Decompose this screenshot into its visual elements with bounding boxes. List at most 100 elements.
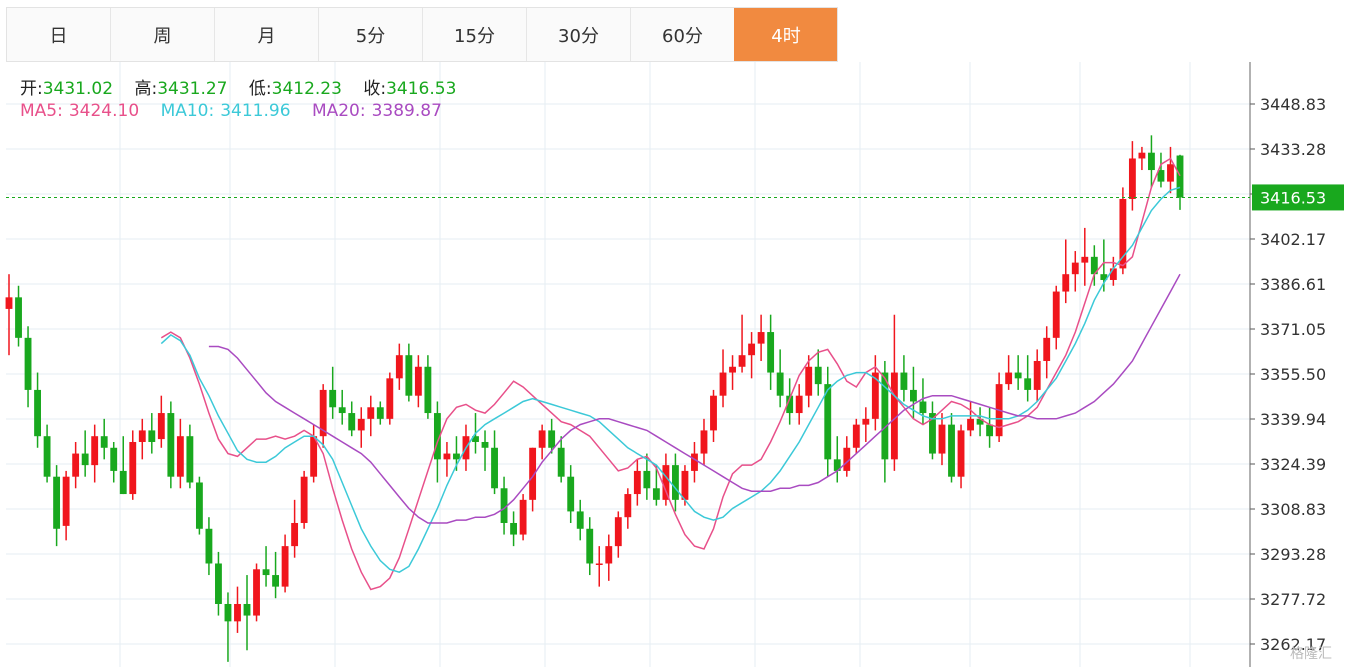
ma-line-ma10 — [160, 186, 1181, 574]
candle-body — [433, 413, 441, 460]
candle-body — [205, 528, 213, 564]
candle-body — [500, 488, 508, 523]
y-tick-label: 3308.83 — [1260, 500, 1326, 519]
candle-body — [15, 297, 22, 338]
candle-body — [843, 447, 851, 471]
tab-30min[interactable]: 30分 — [526, 8, 630, 61]
candle-body — [338, 407, 346, 414]
candle-body — [443, 453, 451, 460]
candle-body — [43, 436, 51, 477]
candle-body — [757, 332, 765, 344]
candle-body — [34, 389, 41, 437]
y-tick-label: 3339.94 — [1260, 410, 1326, 429]
candle-body — [1081, 256, 1089, 263]
candle-body — [862, 418, 870, 425]
candle-body — [633, 470, 641, 495]
tab-5min[interactable]: 5分 — [318, 8, 422, 61]
tab-60min[interactable]: 60分 — [630, 8, 734, 61]
candle-body — [243, 603, 251, 616]
candle-body — [910, 389, 917, 402]
high-label: 高: — [134, 79, 158, 99]
candle-body — [119, 470, 127, 495]
ma5-value: 3424.10 — [68, 101, 140, 121]
candle-body — [643, 470, 651, 489]
candle-body — [53, 476, 61, 529]
candle-body — [1090, 256, 1098, 275]
candle-body — [681, 470, 689, 500]
candle-body — [586, 528, 594, 564]
candle-body — [662, 465, 670, 500]
candle-body — [414, 366, 422, 396]
candle-body — [62, 476, 70, 526]
candle-body — [281, 546, 289, 587]
tab-week[interactable]: 周 — [110, 8, 214, 61]
candle-body — [1138, 152, 1146, 159]
candle-body — [167, 413, 175, 477]
candle-body — [805, 366, 813, 396]
y-tick-label: 3293.28 — [1260, 545, 1326, 564]
y-tick-label: 3277.72 — [1260, 590, 1326, 609]
y-tick-label: 3371.05 — [1260, 320, 1326, 339]
candle-body — [310, 436, 318, 477]
candle-body — [1052, 291, 1060, 338]
y-tick-label: 3448.83 — [1260, 95, 1326, 114]
period-tabs: 日 周 月 5分 15分 30分 60分 4时 — [6, 7, 838, 62]
candle-body — [814, 366, 822, 385]
tab-day[interactable]: 日 — [6, 8, 110, 61]
ma10-value: 3411.96 — [220, 101, 291, 121]
ma10-label: MA10: — [160, 101, 215, 121]
candle-body — [110, 447, 118, 471]
candle-body — [319, 389, 327, 437]
candle-body — [929, 413, 936, 454]
candle-body — [1005, 372, 1013, 385]
candle-body — [386, 378, 394, 419]
candle-body — [329, 389, 337, 408]
tab-month[interactable]: 月 — [214, 8, 318, 61]
candle-body — [272, 575, 279, 587]
tab-15min[interactable]: 15分 — [422, 8, 526, 61]
tab-4hour[interactable]: 4时 — [734, 8, 838, 61]
candle-body — [738, 355, 746, 367]
candle-body — [881, 372, 889, 460]
high-value: 3431.27 — [157, 79, 228, 99]
candle-body — [234, 603, 241, 622]
candle-body — [195, 482, 203, 529]
candle-body — [529, 447, 537, 500]
ma-info: MA5: 3424.10 MA10: 3411.96 MA20: 3389.87 — [20, 101, 448, 121]
candle-body — [424, 366, 432, 414]
candle-body — [957, 430, 965, 477]
candle-body — [1071, 262, 1079, 275]
candle-body — [614, 517, 622, 547]
close-value: 3416.53 — [386, 79, 457, 99]
candle-body — [262, 569, 270, 576]
candle-body — [710, 395, 717, 431]
candle-body — [405, 355, 413, 396]
candle-body — [186, 436, 194, 483]
candle-body — [472, 436, 479, 442]
candle-body — [1176, 155, 1184, 198]
candle-body — [548, 430, 556, 448]
candle-body — [1148, 152, 1155, 171]
low-value: 3412.23 — [271, 79, 342, 99]
candle-body — [224, 603, 232, 622]
candle-body — [491, 447, 498, 489]
open-label: 开: — [20, 79, 43, 99]
candle-body — [72, 453, 80, 477]
candle-body — [1119, 198, 1127, 269]
candle-body — [1033, 360, 1041, 390]
ohlc-info: 开:3431.02 高:3431.27 低:3412.23 收:3416.53 — [20, 74, 462, 99]
current-price-tag — [1252, 184, 1344, 211]
candle-body — [519, 499, 527, 535]
candle-body — [700, 430, 708, 454]
candle-body — [691, 453, 698, 471]
candle-body — [253, 569, 260, 616]
candle-body — [729, 366, 736, 373]
candle-body — [367, 407, 375, 419]
candle-body — [852, 424, 860, 448]
candle-body — [557, 447, 565, 477]
candle-body — [833, 459, 841, 471]
candle-body — [624, 494, 632, 518]
open-value: 3431.02 — [42, 79, 114, 99]
candle-body — [871, 372, 879, 419]
